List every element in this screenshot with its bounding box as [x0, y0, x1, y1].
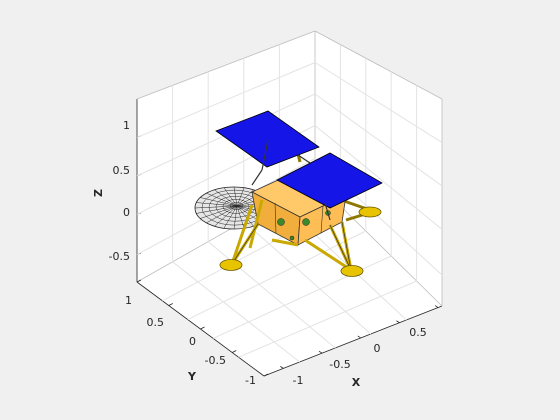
box-edge [314, 30, 443, 100]
y-tick-1: 1 [125, 294, 132, 307]
grid-line [314, 62, 443, 143]
grid-line [243, 221, 372, 335]
dish-spoke [236, 189, 254, 207]
solar-panel-front [276, 152, 383, 209]
panel-mast-rear [251, 139, 311, 186]
x-tick-mark [396, 320, 400, 324]
y-tick-mark [168, 303, 173, 306]
x-tick-0: 0 [374, 342, 381, 355]
solar-panel-rear [215, 110, 320, 168]
y-tick-mark [136, 279, 142, 283]
x-tick-mark [280, 366, 284, 369]
y-tick-0: 0 [189, 335, 196, 348]
dish-spoke [214, 205, 238, 227]
x-tick-mark [357, 335, 361, 339]
x-tick-mark [318, 350, 323, 354]
z-tick-0.5: 0.5 [113, 164, 131, 177]
z-tick--0.5: -0.5 [109, 250, 130, 263]
axes-pane-0 [137, 31, 315, 282]
y-tick-0.5: 0.5 [147, 316, 165, 329]
dish-spoke [223, 205, 238, 229]
dish-spoke [236, 187, 245, 207]
tick-labels: 1 0.5 0 -0.5 1 0.5 0 -0.5 -1 -1 -0.5 0 0… [92, 119, 427, 389]
footpads-front [219, 259, 364, 277]
grid-line [314, 125, 443, 230]
footpads-back [358, 206, 382, 218]
y-tick-mark [263, 373, 269, 377]
z-tick-0: 0 [123, 206, 130, 219]
grid-line [238, 280, 417, 358]
grid-line [172, 261, 300, 363]
footpad-left [219, 259, 243, 271]
dish-spoke [196, 205, 238, 214]
x-tick-0.5: 0.5 [409, 326, 427, 339]
dish-spoke [214, 189, 238, 207]
dish-spoke [206, 205, 238, 224]
x-tick--0.5: -0.5 [329, 358, 350, 371]
grid-line [187, 230, 367, 321]
dish-spoke [236, 205, 245, 229]
y-tick--0.5: -0.5 [205, 354, 226, 367]
dish-spoke [200, 197, 238, 207]
z-tick-1: 1 [123, 119, 130, 132]
grid-line [314, 93, 443, 187]
y-tick-mark [200, 326, 205, 330]
x-tick--1: -1 [293, 374, 304, 387]
dish-spoke [194, 205, 238, 209]
dish-spoke [236, 205, 254, 227]
y-tick-mark [232, 350, 237, 353]
z-axis-label: Z [92, 189, 105, 197]
lander-model [194, 110, 383, 277]
y-tick--1: -1 [245, 374, 256, 387]
dish-spoke [206, 192, 238, 207]
footpad-right [358, 206, 382, 218]
dish-spoke [233, 205, 238, 230]
dish-spoke [233, 186, 238, 207]
thruster-pods [277, 210, 331, 241]
dish-spoke [196, 202, 238, 207]
axes-pane-2 [137, 181, 442, 376]
axis-x-line [263, 305, 443, 377]
grid-line [136, 62, 316, 138]
box-edge [136, 30, 316, 100]
y-axis-label: Y [187, 370, 197, 383]
x-axis-label: X [352, 376, 361, 389]
axes-box [136, 30, 443, 377]
footpad-front [340, 265, 364, 277]
x-tick-mark [434, 305, 439, 308]
dish-spoke [200, 205, 238, 219]
lander-body [251, 169, 347, 246]
axes-pane-1 [315, 31, 442, 306]
dish-spoke [223, 187, 238, 207]
panel-mast-front [324, 202, 331, 221]
